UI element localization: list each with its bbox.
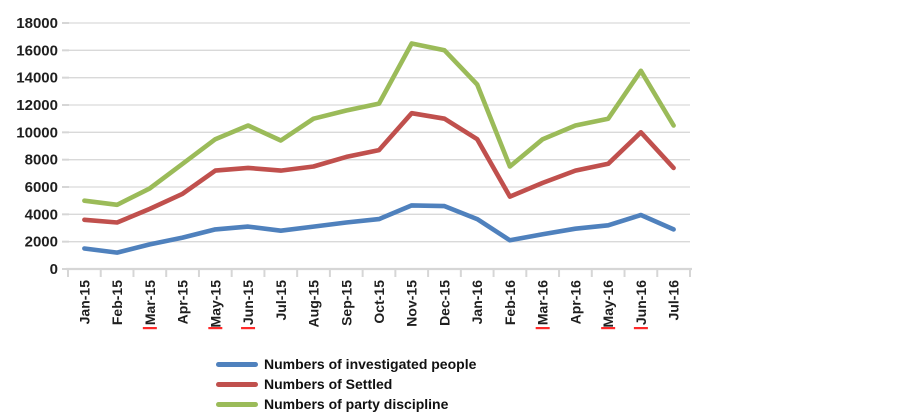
legend-label: Numbers of party discipline (264, 396, 449, 412)
y-axis-tick-label: 16000 (16, 42, 58, 59)
x-axis-tick-label: Oct-15 (371, 280, 387, 324)
x-axis-tick-label: May-15 (207, 280, 223, 328)
x-axis-tick-label: Apr-16 (567, 280, 583, 325)
legend-swatch-investigated-people (216, 361, 258, 367)
series-line-party-discipline (82, 41, 676, 208)
legend-label: Numbers of Settled (264, 376, 393, 392)
spellcheck-underline (601, 327, 616, 330)
y-axis-tick-label: 6000 (25, 179, 58, 196)
x-axis-tick-label: Sep-15 (338, 280, 354, 326)
y-axis-tick-label: 2000 (25, 234, 58, 251)
x-axis-tick-label: Apr-15 (175, 280, 191, 325)
x-axis-tick-label: Jul-15 (273, 280, 289, 321)
x-axis-tick-label: Jan-15 (76, 280, 92, 325)
x-axis-tick-label: Nov-15 (404, 280, 420, 327)
x-axis-tick-label: Jan-16 (469, 280, 485, 325)
spellcheck-underline (142, 327, 157, 330)
legend-item-investigated-people: Numbers of investigated people (216, 354, 476, 374)
legend-item-settled: Numbers of Settled (216, 374, 476, 394)
y-axis-tick-label: 12000 (16, 97, 58, 114)
x-axis-tick-label: Dec-15 (436, 280, 452, 326)
x-axis-tick-label: Feb-15 (109, 280, 125, 325)
y-axis-tick-label: 10000 (16, 124, 58, 141)
y-axis-tick-label: 18000 (16, 15, 58, 32)
x-axis-tick-label: Jul-16 (666, 280, 682, 321)
spellcheck-underline (208, 327, 223, 330)
x-axis-tick-label: Mar-16 (535, 280, 551, 325)
x-axis-tick-label: Jun-16 (633, 280, 649, 325)
x-axis-tick-label: Jun-15 (240, 280, 256, 325)
spellcheck-underline (633, 327, 648, 330)
spellcheck-underline (241, 327, 256, 330)
y-axis-tick-label: 4000 (25, 206, 58, 223)
legend-swatch-party-discipline (216, 401, 258, 407)
legend-item-party-discipline: Numbers of party discipline (216, 394, 476, 414)
y-axis-tick-label: 14000 (16, 70, 58, 87)
series-line-investigated-people (82, 203, 676, 255)
y-axis-tick-label: 8000 (25, 152, 58, 169)
y-axis-tick-label: 0 (50, 261, 58, 278)
spellcheck-underline (535, 327, 550, 330)
legend-label: Numbers of investigated people (264, 356, 477, 372)
legend-swatch-settled (216, 381, 258, 387)
x-axis-tick-label: Feb-16 (502, 280, 518, 325)
x-axis-tick-label: May-16 (600, 280, 616, 328)
series-line-settled (82, 110, 676, 225)
x-axis-tick-label: Aug-15 (306, 280, 322, 328)
x-axis-tick-label: Mar-15 (142, 280, 158, 325)
chart-legend: Numbers of investigated people Numbers of… (216, 354, 476, 414)
